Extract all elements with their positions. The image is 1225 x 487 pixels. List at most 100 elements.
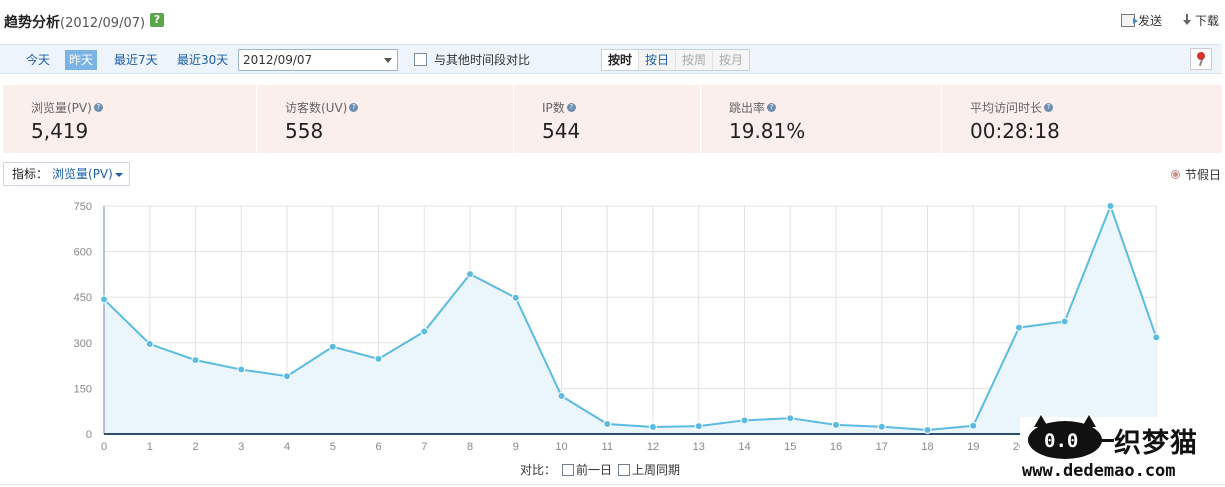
granularity-week: 按周 [676, 50, 714, 70]
stat-bounce-rate: 跳出率? 19.81% [701, 85, 942, 153]
stat-label: 跳出率? [729, 99, 777, 116]
help-icon[interactable]: ? [767, 103, 777, 112]
compare-last-week-checkbox[interactable] [618, 464, 631, 476]
y-tick-label: 150 [74, 383, 92, 395]
title-bar: 趋势分析(2012/09/07) ? 发送 下载 [0, 0, 1225, 42]
range-today[interactable]: 今天 [26, 53, 51, 67]
x-tick-label: 5 [330, 441, 336, 453]
page-title-text: 趋势分析 [4, 15, 60, 31]
page-title: 趋势分析(2012/09/07) [4, 12, 145, 32]
watermark-logo: 0.0 织梦猫 www.dedemao.com [1020, 415, 1225, 487]
data-point [740, 416, 749, 425]
stat-label: 访客数(UV)? [285, 99, 359, 116]
data-point [557, 392, 566, 400]
compare-label: 对比： [520, 463, 557, 477]
data-point [877, 422, 886, 431]
x-tick-label: 11 [602, 441, 613, 453]
y-tick-label: 750 [74, 201, 92, 213]
granularity-hour[interactable]: 按时 [602, 50, 640, 70]
x-tick-label: 19 [967, 441, 979, 453]
help-icon[interactable]: ? [150, 13, 164, 27]
help-icon[interactable]: ? [1044, 103, 1054, 112]
data-point [649, 423, 657, 432]
y-tick-label: 450 [74, 292, 92, 304]
stat-value: 544 [542, 119, 581, 143]
holiday-dot-icon [1171, 171, 1179, 178]
compare-period-label: 与其他时间段对比 [434, 53, 531, 67]
data-point [603, 419, 612, 428]
watermark-dash [1098, 439, 1114, 442]
y-tick-label: 300 [74, 338, 92, 350]
metric-select-label: 指标： [12, 167, 49, 181]
compare-previous-day[interactable]: 前一日 [562, 461, 612, 478]
stat-value: 558 [285, 119, 324, 143]
chevron-down-icon [115, 173, 123, 177]
granularity-day[interactable]: 按日 [639, 50, 677, 70]
compare-previous-day-checkbox[interactable] [562, 464, 575, 476]
stat-uv: 访客数(UV)? 558 [257, 85, 514, 153]
date-select-value: 2012/09/07 [243, 53, 313, 67]
cat-face-icon: 0.0 [1028, 415, 1102, 459]
x-tick-label: 2 [192, 441, 198, 453]
help-icon[interactable]: ? [349, 103, 359, 112]
x-tick-label: 18 [921, 441, 933, 453]
data-point [1106, 202, 1115, 210]
x-tick-label: 16 [830, 441, 842, 453]
y-tick-label: 0 [86, 429, 92, 441]
range-last-30-days[interactable]: 最近30天 [177, 53, 229, 67]
range-last-7-days[interactable]: 最近7天 [114, 53, 158, 67]
y-tick-label: 600 [74, 247, 92, 259]
data-point [1152, 333, 1161, 342]
data-point [1060, 317, 1069, 326]
data-point [786, 414, 795, 423]
compare-period-checkbox[interactable] [414, 53, 427, 66]
bottom-divider [0, 484, 1225, 485]
x-tick-label: 9 [513, 441, 519, 453]
range-yesterday[interactable]: 昨天 [65, 50, 98, 70]
series-area [104, 206, 1157, 434]
granularity-switch: 按时 按日 按周 按月 [601, 49, 751, 71]
x-tick-label: 12 [647, 441, 659, 453]
data-point [100, 295, 108, 304]
data-point [191, 356, 200, 365]
compare-last-week[interactable]: 上周同期 [618, 461, 680, 478]
data-point [969, 421, 978, 430]
x-tick-label: 6 [375, 441, 381, 453]
data-point [923, 426, 932, 435]
pin-button[interactable] [1190, 48, 1212, 70]
compare-footer: 对比： 前一日 上周同期 [520, 461, 680, 478]
stat-value: 5,419 [31, 119, 89, 143]
x-tick-label: 3 [238, 441, 244, 453]
granularity-month: 按月 [719, 53, 744, 67]
data-point [832, 420, 840, 429]
data-point [466, 270, 474, 279]
date-select[interactable]: 2012/09/07 [238, 49, 398, 71]
metric-select[interactable]: 指标： 浏览量(PV) [3, 162, 130, 186]
download-icon [1182, 14, 1192, 27]
data-point [237, 365, 246, 374]
x-tick-label: 0 [101, 441, 107, 453]
data-point [420, 327, 429, 336]
stat-label: 平均访问时长? [970, 99, 1054, 116]
data-point [145, 340, 154, 349]
send-label: 发送 [1137, 14, 1162, 28]
x-tick-label: 10 [555, 441, 567, 453]
date-toolbar: 今天 昨天 最近7天 最近30天 2012/09/07 与其他时间段对比 按时 … [0, 44, 1222, 74]
watermark-name: 织梦猫 [1114, 428, 1198, 459]
data-point [694, 422, 703, 431]
holiday-label: 节假日 [1184, 168, 1221, 182]
download-button[interactable]: 下载 [1182, 12, 1219, 29]
send-button[interactable]: 发送 [1120, 12, 1162, 29]
stat-ip: IP数? 544 [514, 85, 701, 153]
pin-icon [1197, 52, 1205, 60]
stat-pv: 浏览量(PV)? 5,419 [3, 85, 257, 153]
x-tick-label: 15 [784, 441, 796, 453]
help-icon[interactable]: ? [93, 103, 103, 112]
data-point [374, 354, 383, 363]
x-tick-label: 17 [876, 441, 888, 453]
x-tick-label: 8 [467, 441, 473, 453]
help-icon[interactable]: ? [566, 103, 576, 112]
holiday-legend: 节假日 [1171, 166, 1221, 183]
summary-stats: 浏览量(PV)? 5,419 访客数(UV)? 558 IP数? 544 跳出率… [3, 85, 1222, 153]
data-point [328, 342, 337, 351]
